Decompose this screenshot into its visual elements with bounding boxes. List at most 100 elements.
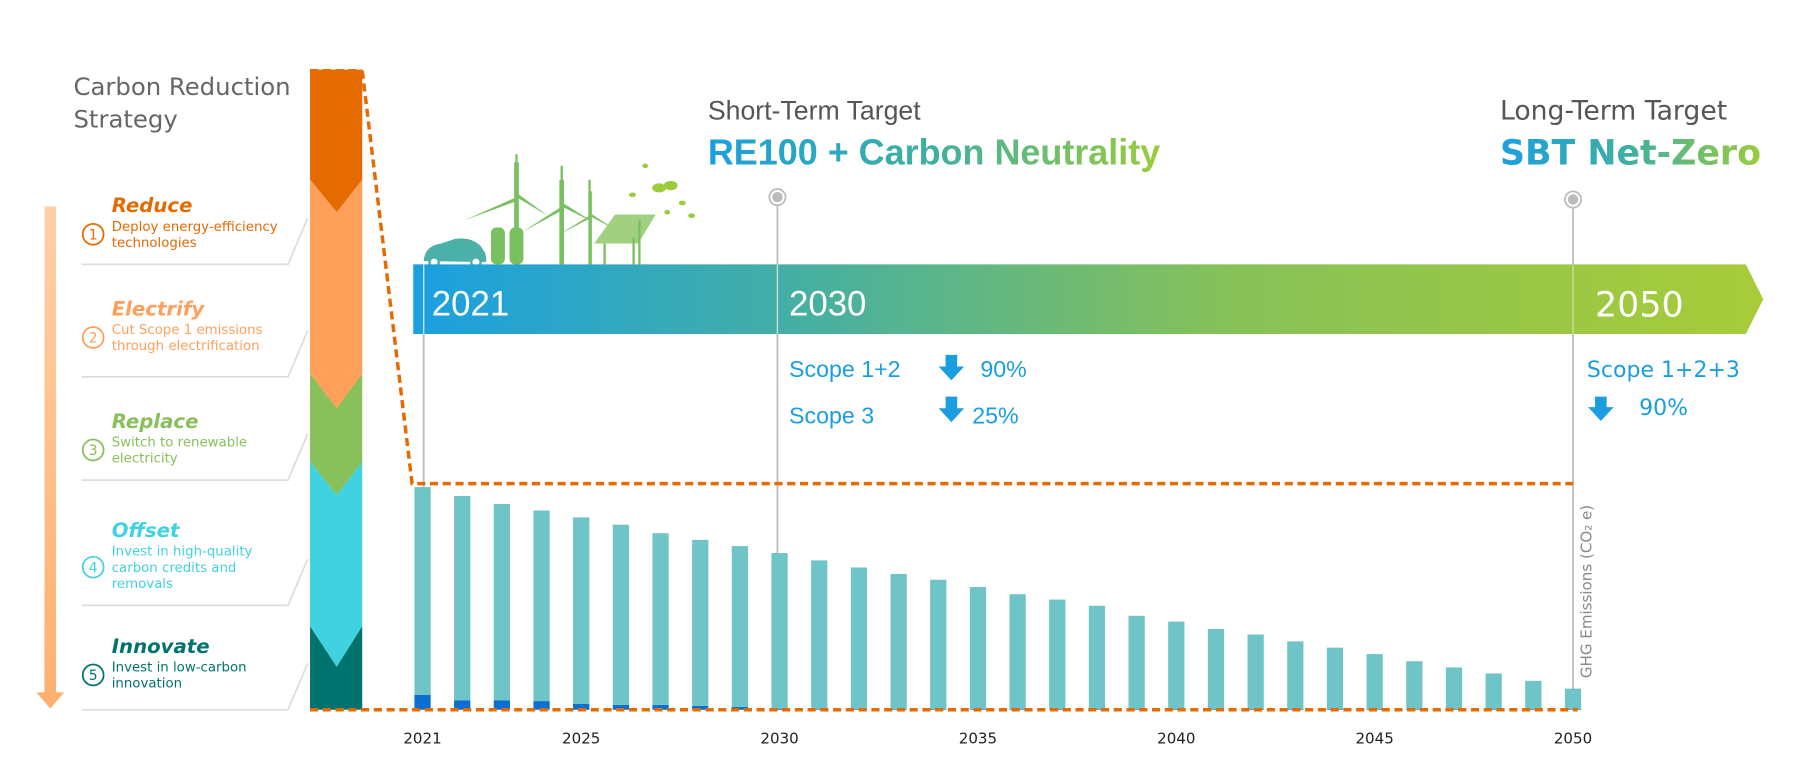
strategy-item-number: 2 <box>89 331 98 347</box>
bar-2025-series-0 <box>573 703 590 710</box>
x-tick-label: 2035 <box>959 729 997 747</box>
bar-2034-series-1 <box>930 579 947 710</box>
bar-2023-series-1 <box>493 504 511 701</box>
strategy-item-desc: Invest in high-quality <box>112 545 253 560</box>
strategy-item-desc: Switch to renewable <box>112 436 247 451</box>
bar-2032-series-1 <box>850 567 868 710</box>
strategy-item-number: 5 <box>89 668 98 684</box>
short-target-value-3: 25% <box>972 402 1018 428</box>
bar-2048-series-0 <box>1485 709 1502 710</box>
short-term-headline: RE100 + Carbon Neutrality <box>708 132 1160 173</box>
bar-2025-series-1 <box>573 517 590 704</box>
bar-2049-series-1 <box>1525 680 1542 710</box>
strategy-title-line2: Strategy <box>73 105 177 134</box>
bar-2022-series-1 <box>454 496 471 701</box>
strategy-item-desc: through electrification <box>112 339 260 354</box>
strategy-item-desc: innovation <box>112 677 182 692</box>
bar-2038-series-1 <box>1088 605 1106 710</box>
number-badge <box>81 555 105 579</box>
strategy-item-desc: electricity <box>112 452 178 467</box>
segment-electrify <box>310 179 363 409</box>
bar-2031-series-1 <box>811 560 828 710</box>
segment-reduce <box>310 69 363 213</box>
number-badge <box>81 222 105 246</box>
strategy-item-number: 1 <box>89 227 98 243</box>
emissions-bars <box>414 487 1582 710</box>
short-target-value-1-2: 90% <box>980 356 1026 382</box>
x-tick-label: 2025 <box>562 729 600 747</box>
short-target-scope-1-2: Scope 1+2 <box>789 356 901 382</box>
bar-2040-series-1 <box>1168 621 1185 710</box>
strategy-item-desc: removals <box>112 577 173 592</box>
strategy-item-title: Offset <box>112 519 181 542</box>
bar-2041-series-1 <box>1207 628 1225 710</box>
bar-2022-series-0 <box>454 700 471 710</box>
bar-2026-series-0 <box>612 704 630 710</box>
short-term-label: Short-Term Target <box>708 95 921 125</box>
bar-2049-series-0 <box>1525 709 1542 710</box>
segment-replace <box>310 373 363 496</box>
long-target-value: 90% <box>1639 396 1688 421</box>
bar-2030-series-0 <box>771 708 788 710</box>
bar-2039-series-0 <box>1128 709 1145 710</box>
bar-2021-series-1 <box>414 487 431 695</box>
number-badge <box>81 663 105 687</box>
bar-2035-series-1 <box>969 587 987 710</box>
strategy-item-desc: technologies <box>112 236 197 251</box>
strategy-item-desc: carbon credits and <box>112 561 237 576</box>
butterfly-icon <box>628 163 696 219</box>
strategy-item-desc: Deploy energy-efficiency <box>112 220 278 235</box>
down-arrow-icon <box>1588 396 1614 421</box>
solar-panel-icon <box>594 214 656 265</box>
bar-2042-series-1 <box>1247 634 1264 710</box>
bar-2046-series-1 <box>1406 661 1423 710</box>
bar-2040-series-0 <box>1168 709 1185 710</box>
bar-2030-series-1 <box>771 553 788 709</box>
wind-turbine-icon <box>522 165 595 265</box>
strategy-item-title: Replace <box>112 410 199 433</box>
x-tick-label: 2050 <box>1554 729 1592 747</box>
strategy-item-title: Reduce <box>112 194 193 217</box>
long-term-label: Long-Term Target <box>1500 95 1727 126</box>
bar-2039-series-1 <box>1128 615 1145 710</box>
bar-2024-series-0 <box>533 701 550 710</box>
y-axis-label: GHG Emissions (CO₂ e) <box>1578 505 1596 678</box>
green-energy-illustration <box>423 154 696 268</box>
strategy-item-title: Electrify <box>112 297 206 320</box>
wind-turbine-icon <box>464 154 548 265</box>
bar-2047-series-1 <box>1445 667 1463 710</box>
timeline-year-2030: 2030 <box>789 285 866 323</box>
strategy-item-title: Innovate <box>112 635 210 658</box>
strategy-column <box>310 69 363 710</box>
baseline-emission-line <box>360 70 1574 486</box>
timeline-arrow <box>413 264 1764 335</box>
timeline-year-2021: 2021 <box>432 285 509 323</box>
long-target-scope-1-2-3: Scope 1+2+3 <box>1587 358 1740 383</box>
wind-turbine-icon <box>559 179 616 265</box>
down-arrow-icon <box>938 396 965 423</box>
timeline-year-2050: 2050 <box>1595 286 1684 326</box>
x-tick-label: 2030 <box>760 729 798 747</box>
number-badge <box>81 438 105 462</box>
x-axis-ticks: 2021 2025 2030 2035 2040 2045 2050 <box>403 729 1592 747</box>
reference-lines <box>310 69 1578 712</box>
bar-2038-series-0 <box>1088 709 1106 710</box>
bar-2047-series-0 <box>1445 709 1463 710</box>
segment-offset <box>310 461 363 667</box>
bar-2050-series-1 <box>1564 688 1582 710</box>
strategy-item-number: 3 <box>89 443 98 459</box>
pin-icon <box>768 188 787 207</box>
bar-2026-series-1 <box>612 524 630 705</box>
bar-2029-series-1 <box>731 546 749 707</box>
x-tick-label: 2021 <box>403 729 441 747</box>
bar-2036-series-1 <box>1009 594 1026 710</box>
bar-2021-series-0 <box>414 694 431 710</box>
bar-2043-series-1 <box>1287 641 1304 710</box>
strategy-item-reduce: Reduce 1 Deploy energy-efficiencytechnolog… <box>81 194 309 266</box>
bar-2023-series-0 <box>493 700 511 710</box>
bar-2031-series-0 <box>811 709 828 710</box>
